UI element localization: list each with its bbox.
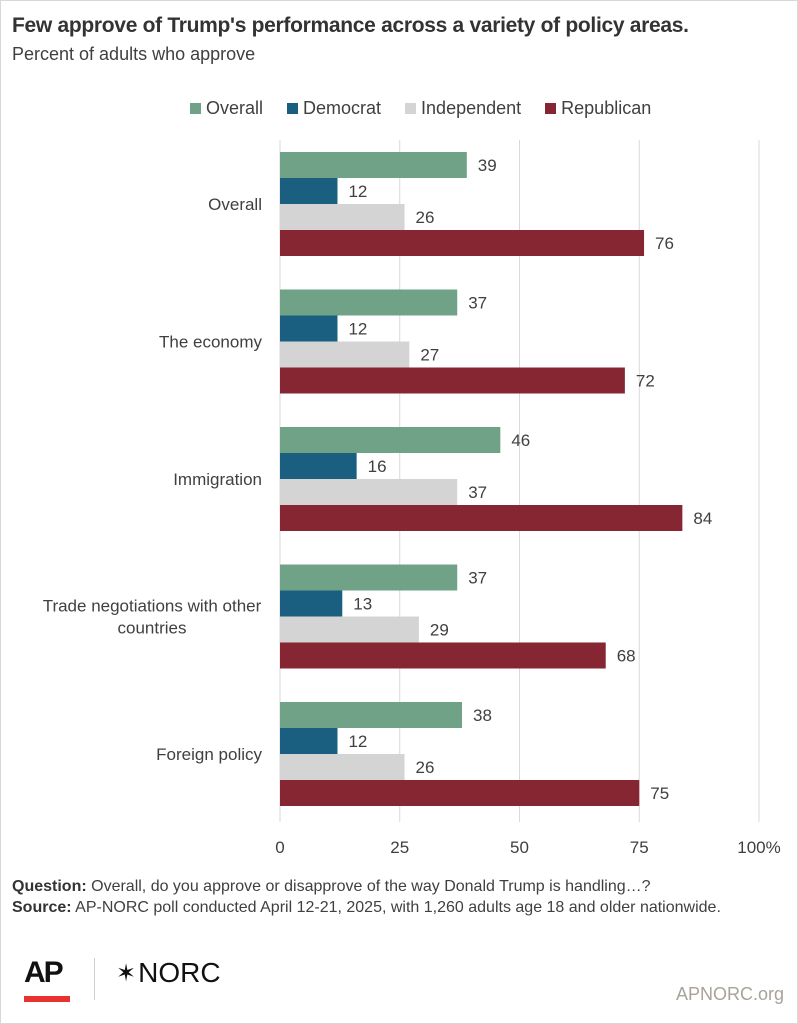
legend-swatch-republican [545,103,557,114]
data-label: 13 [353,595,372,614]
data-label: 76 [655,234,674,253]
bar-chart: 0 25 50 75 100% 39 12 26 76 Overall 37 12 27 72 The ec… [43,140,781,857]
bar-overall [280,152,467,178]
data-label: 46 [511,431,530,450]
legend-label: Democrat [303,98,382,118]
bar-republican [280,230,645,256]
source-label: Source: [12,899,72,916]
question-note: Question: Overall, do you approve or dis… [12,876,782,897]
category-label: The economy [159,333,262,352]
legend-item-independent: Independent [405,98,521,119]
chart-notes: Question: Overall, do you approve or dis… [12,876,782,918]
data-label: 12 [348,732,367,751]
data-label: 37 [468,294,487,313]
legend-swatch-democrat [287,103,299,114]
legend-swatch-independent [405,103,417,114]
legend: Overall Democrat Independent Republican [190,98,651,119]
data-label: 12 [348,320,367,339]
data-label: 84 [693,509,712,528]
category-label: Overall [208,195,262,214]
category-label-line: Overall [208,195,262,214]
legend-item-republican: Republican [545,98,651,119]
data-label: 29 [430,621,449,640]
ap-logo-underline [24,996,70,1002]
bar-democrat [280,728,338,754]
legend-item-democrat: Democrat [287,98,381,119]
bar-independent [280,479,458,505]
question-label: Question: [12,878,87,895]
data-label: 26 [416,208,435,227]
data-label: 37 [468,569,487,588]
category-label: Trade negotiations with other countries [43,597,262,638]
chart-subtitle: Percent of adults who approve [12,44,256,64]
data-label: 27 [420,346,439,365]
logo-divider [94,958,95,1000]
legend-label: Overall [206,98,264,118]
category-label-line: Trade negotiations with other [43,597,262,616]
bar-overall [280,564,458,591]
question-text: Overall, do you approve or disapprove of… [86,878,651,895]
bar-republican [280,367,625,394]
data-label: 37 [468,483,487,502]
bar-republican [280,642,606,669]
data-label: 75 [650,784,669,803]
bar-overall [280,702,463,728]
category-label-line: Foreign policy [156,745,262,764]
bar-overall [280,289,458,316]
bar-overall [280,427,501,453]
category-label-line: The economy [159,333,262,352]
bar-democrat [280,315,338,342]
norc-logo: ✶ NORC [116,957,221,989]
data-label: 72 [636,372,655,391]
bar-democrat [280,178,338,204]
bar-independent [280,616,419,643]
ap-logo: AP [24,956,64,989]
x-tick-label: 100% [737,838,780,857]
data-label: 26 [416,758,435,777]
bar-independent [280,754,405,780]
bar-democrat [280,453,357,479]
data-label: 38 [473,706,492,725]
bar-republican [280,505,683,531]
bar-republican [280,780,640,806]
bar-independent [280,341,410,368]
data-label: 68 [617,647,636,666]
category-label-line: Immigration [173,470,262,489]
category-label-line: countries [118,619,187,638]
x-tick-label: 75 [630,838,649,857]
x-tick-label: 50 [510,838,529,857]
legend-item-overall: Overall [190,98,263,119]
norc-star-icon: ✶ [116,959,137,987]
x-tick-label: 0 [275,838,284,857]
legend-label: Independent [421,98,522,118]
norc-logo-text: NORC [138,957,221,988]
site-link[interactable]: APNORC.org [675,984,784,1004]
data-label: 16 [368,457,387,476]
bar-independent [280,204,405,230]
data-label: 39 [478,156,497,175]
x-tick-label: 25 [390,838,409,857]
category-label: Immigration [173,470,262,489]
chart-title: Few approve of Trump's performance acros… [12,14,689,37]
legend-swatch-overall [190,103,201,114]
data-label: 12 [348,182,367,201]
bar-democrat [280,590,343,617]
legend-label: Republican [561,98,652,118]
source-note: Source: AP-NORC poll conducted April 12-… [12,897,782,918]
category-label: Foreign policy [156,745,262,764]
source-text: AP-NORC poll conducted April 12-21, 2025… [71,899,721,916]
